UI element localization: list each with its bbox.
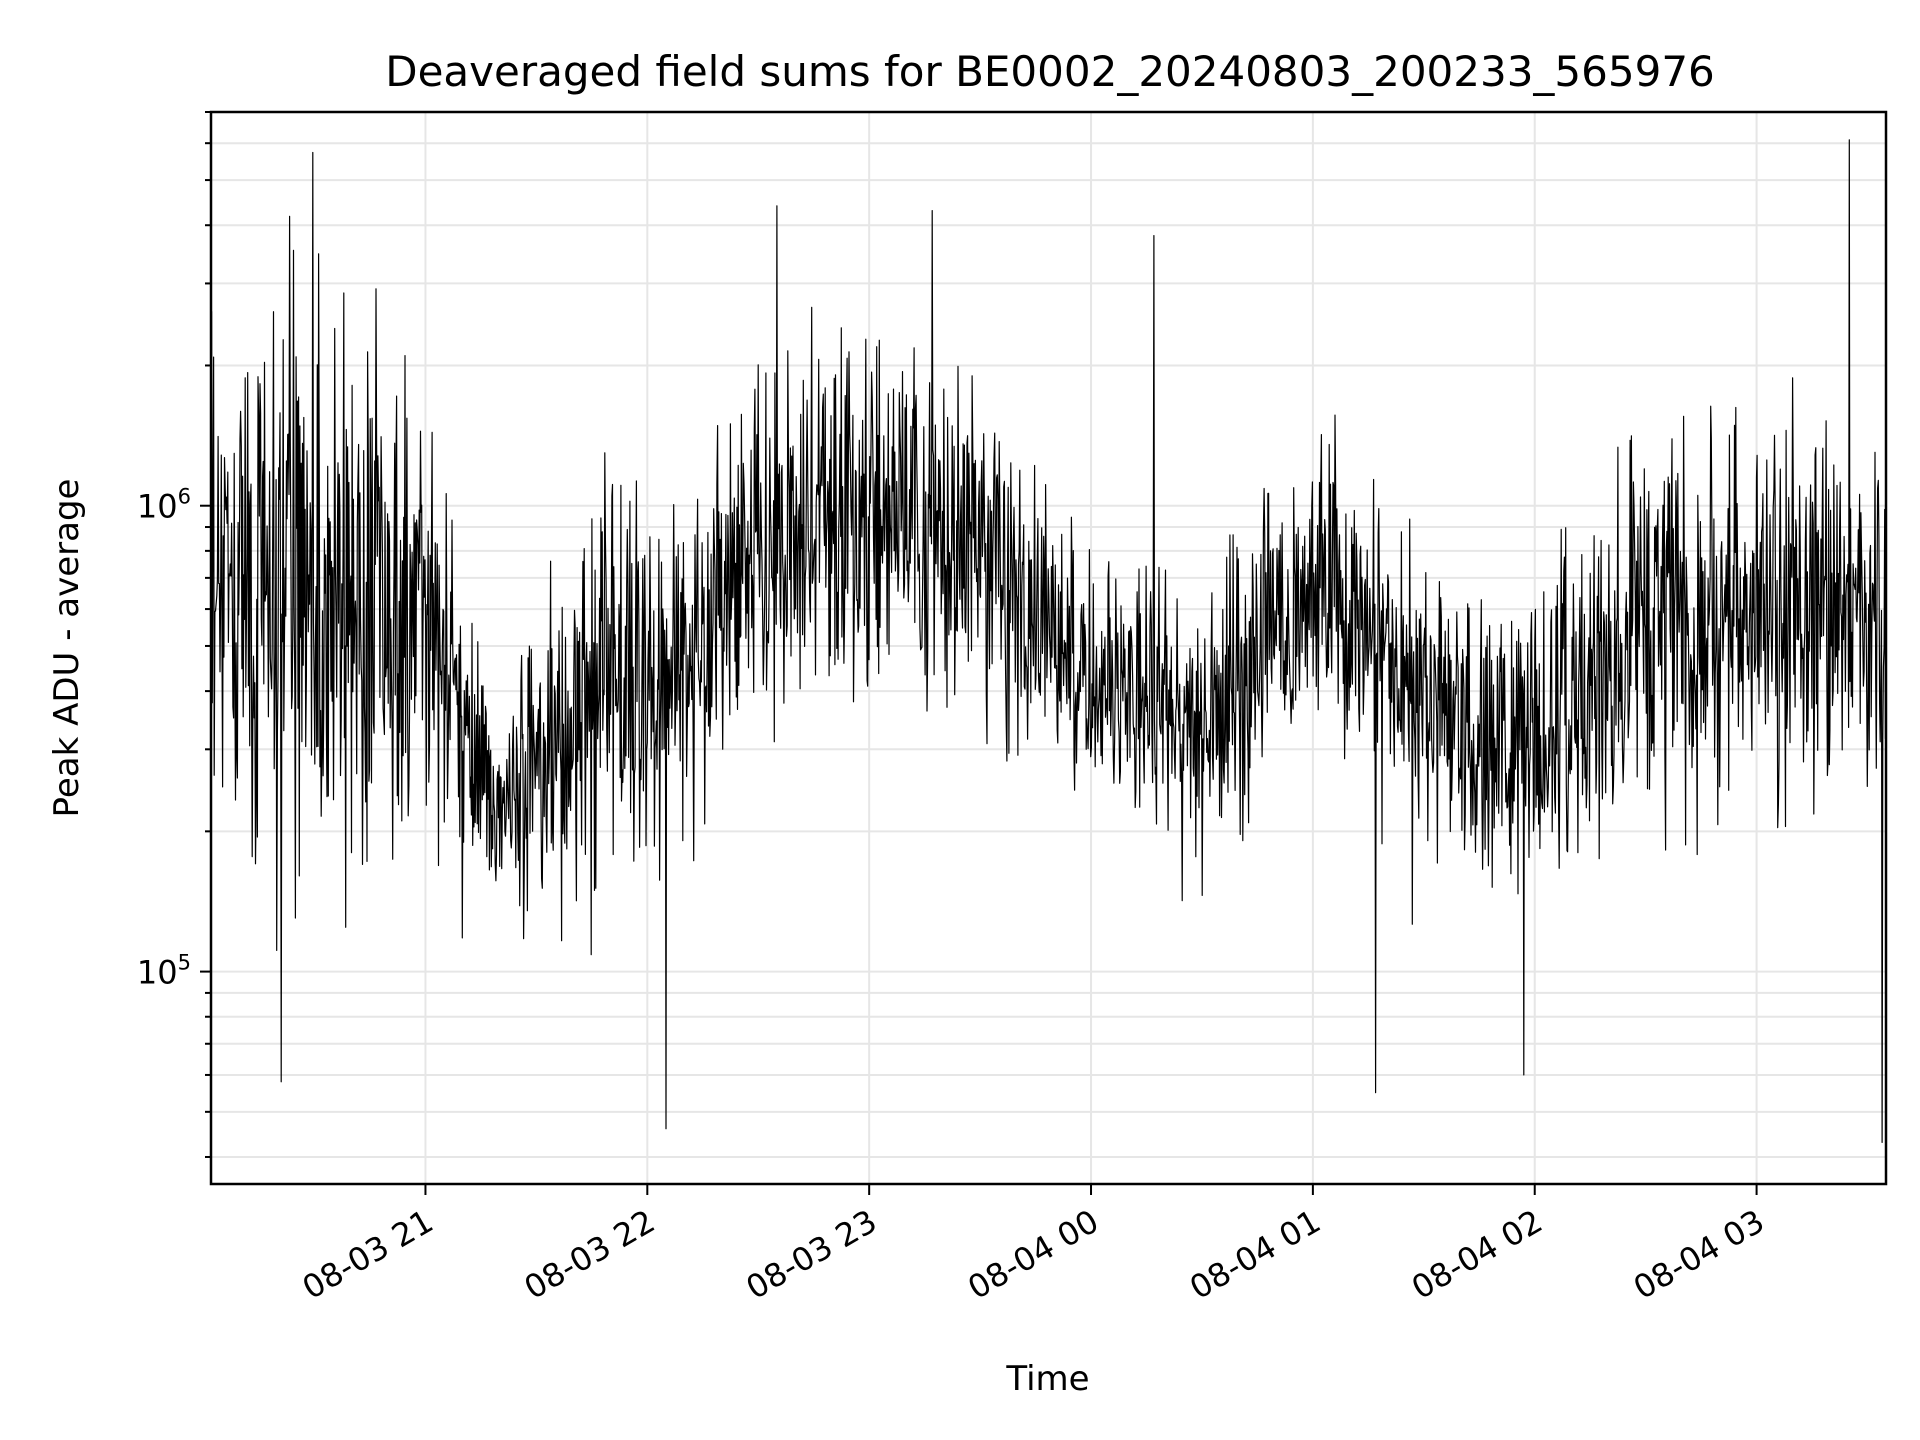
x-tick-label: 08-04 03 bbox=[1627, 1202, 1771, 1307]
grid-lines bbox=[211, 111, 1886, 1184]
x-tick-label: 08-03 23 bbox=[740, 1202, 884, 1307]
x-tick-label: 08-03 21 bbox=[296, 1202, 440, 1307]
x-tick-label: 08-04 00 bbox=[961, 1202, 1105, 1307]
x-tick-label: 08-03 22 bbox=[518, 1202, 662, 1307]
x-axis: 08-03 21 08-03 22 08-03 23 08-04 00 08-04 01… bbox=[296, 1184, 1771, 1307]
plot-area bbox=[211, 139, 1886, 1143]
y-axis: 105 106 bbox=[137, 111, 211, 1158]
series-line bbox=[211, 139, 1886, 1143]
y-axis-label: Peak ADU - average bbox=[47, 479, 87, 818]
x-tick-label: 08-04 02 bbox=[1405, 1202, 1549, 1307]
chart-title: Deaveraged field sums for BE0002_2024080… bbox=[385, 47, 1715, 96]
x-tick-label: 08-04 01 bbox=[1183, 1202, 1327, 1307]
plot-frame bbox=[209, 110, 1888, 1186]
y-tick-label: 105 bbox=[137, 951, 191, 992]
x-axis-label: Time bbox=[1005, 1359, 1089, 1399]
y-tick-label: 106 bbox=[137, 485, 191, 526]
